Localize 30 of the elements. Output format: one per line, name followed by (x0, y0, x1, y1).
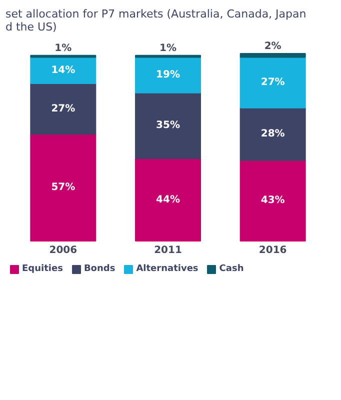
bar (30, 134, 96, 242)
bar (135, 92, 201, 159)
legend-label: Cash (219, 264, 244, 274)
legend-label: Alternatives (136, 264, 198, 274)
data-label: 1% (160, 42, 176, 54)
x-tick-label: 2006 (49, 244, 78, 256)
data-label: 57% (51, 182, 76, 194)
legend-label: Equities (22, 264, 63, 274)
data-label: 43% (260, 195, 285, 206)
bar (240, 107, 306, 161)
x-tick-label: 2016 (258, 244, 287, 256)
bar (30, 56, 96, 84)
bar (135, 158, 201, 242)
bar (240, 56, 306, 108)
bar (30, 83, 96, 135)
data-label: 27% (260, 77, 285, 88)
x-tick-label: 2011 (154, 244, 182, 256)
data-label: 19% (156, 70, 180, 81)
data-label: 35% (156, 120, 180, 132)
data-label: 28% (260, 128, 285, 140)
legend-label: Bonds (84, 264, 116, 274)
bar (240, 160, 306, 242)
chart-title: set allocation for P7 markets (Australia, Canada, Japan d the US) (6, 8, 306, 34)
data-label: 1% (54, 42, 72, 54)
bar (240, 53, 306, 58)
bar (135, 56, 201, 94)
data-label: 27% (51, 103, 76, 114)
data-label: 2% (264, 41, 282, 52)
data-label: 44% (156, 194, 180, 206)
data-label: 14% (51, 64, 76, 76)
